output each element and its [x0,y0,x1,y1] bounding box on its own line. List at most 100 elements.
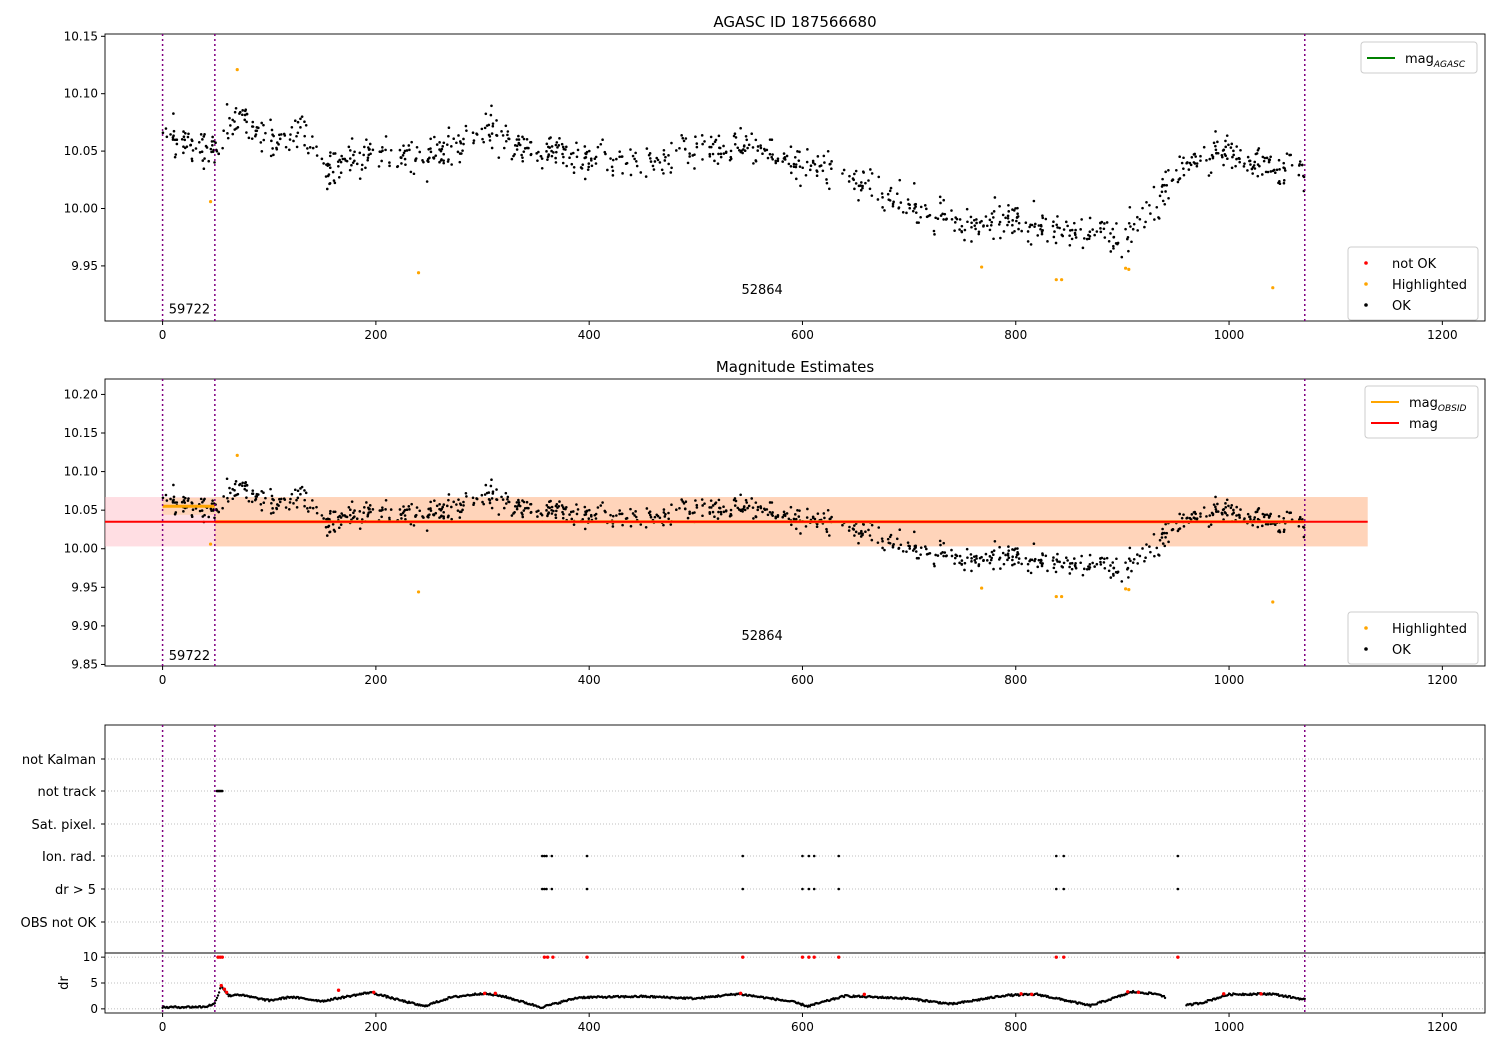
panel1-ok-point [490,104,493,108]
panel2-ok-point [241,484,244,488]
panel4-red-point [220,955,225,959]
panel1-ok-point [562,147,566,151]
panel2-ok-point [877,526,881,529]
panel2-xtick-label: 0 [159,673,167,687]
panel1-ok-point [450,145,453,148]
panel1-ok-point [663,159,667,162]
panel2-ok-point [173,501,177,504]
panel2-ok-point [550,505,554,509]
panel1-ok-point [405,149,409,152]
panel2-ok-point [325,534,329,537]
panel2-ok-point [441,505,445,509]
panel2-ok-point [1054,570,1058,574]
panel2-ok-point [682,502,686,505]
panel1-ok-point [201,159,205,162]
panel2-ok-point [1102,561,1106,564]
panel2-ok-point [1126,567,1129,571]
panel2-ok-point [570,517,574,521]
panel1-ok-point [174,153,178,156]
panel2-ok-point [275,506,278,510]
panel2-ok-point [1064,556,1068,560]
panel1-ok-point [191,149,195,152]
panel1-ok-point [283,134,287,137]
panel1-ok-point [1115,222,1118,225]
panel1-ok-point [583,156,587,160]
panel1-ok-point [295,134,298,138]
panel2-ok-point [870,538,874,542]
panel2-ok-point [742,505,746,509]
panel2-ok-point [299,492,302,496]
panel2-ok-point [457,498,460,501]
panel1-ok-point [988,218,992,222]
panel1-ok-point [484,112,488,116]
panel1-points-legend-marker [1364,261,1368,265]
panel2-ok-point [1052,556,1055,559]
panel1-ok-point [276,141,279,144]
panel1-annotation: 59722 [169,302,210,317]
panel1-ok-point [1095,230,1099,233]
panel2-ok-point [438,502,441,506]
panel2-ok-point [1087,565,1090,568]
panel1-ok-point [1235,157,1238,161]
panel2-ok-point [1112,572,1115,576]
panel2-ok-point [691,511,695,515]
panel1-ok-point [942,218,945,221]
panel1-ok-point [565,145,568,149]
panel2-ok-point [408,508,411,511]
panel1-ok-point [601,138,604,142]
panel2-ok-point [1267,514,1271,518]
panel1-ok-point [1202,145,1206,149]
panel1-ok-point [644,175,648,178]
panel1-ok-point [187,132,190,136]
panel1-ok-point [717,134,721,138]
panel2-ok-point [681,500,685,503]
panel1-plot: 0 200 400 600 800 1000 12009.9510.0010.0510.10… [64,29,1486,342]
panel1-ok-point [435,143,439,146]
panel1-ok-point [1264,170,1268,174]
panel2-ok-point [990,550,994,554]
panel2-ok-point [1216,510,1220,513]
panel1-ok-point [260,121,263,125]
panel2-ok-point [828,534,831,537]
panel1-ok-point [371,148,375,152]
panel2-title: Magnitude Estimates [716,358,874,376]
panel1-ok-point [1214,148,1218,152]
panel2-ok-point [292,502,295,505]
panel4-dr-point [703,997,706,1000]
panel2-ok-point [713,515,716,519]
panel1-ok-point [662,172,665,175]
panel2-ok-point [548,500,551,503]
panel4-xtick-label: 1000 [1214,1020,1245,1034]
panel1-points-legend-marker [1364,282,1368,286]
panel2-ok-point [525,500,529,504]
panel2-ok-point [429,509,433,512]
panel1-ok-point [830,160,833,163]
panel1-ok-point [1036,234,1040,237]
panel2-ok-point [708,506,711,509]
panel2-ok-point [700,498,704,501]
panel2-ok-point [823,516,826,520]
panel2-highlighted-point [1271,600,1275,604]
panel1-ok-point [830,167,833,170]
panel4-dr-point [285,997,288,1000]
panel2-ok-point [883,548,886,552]
panel2-ok-point [427,515,430,519]
panel1-ok-point [182,151,185,155]
panel1-ok-point [825,178,828,181]
panel2-ok-point [389,508,393,511]
panel2-ok-point [409,522,413,526]
panel1-ok-point [733,132,737,136]
panel2-ok-point [806,507,809,511]
panel1-ok-point [481,137,484,141]
panel1-ok-point [540,166,544,170]
panel2-ok-point [898,528,902,531]
panel1-title: AGASC ID 187566680 [713,13,876,31]
panel2-ok-point [450,505,453,509]
panel2-ok-point [776,513,780,517]
panel2-ok-point [280,497,283,501]
panel1-ok-point [1116,241,1120,245]
panel1-ok-point [169,133,172,136]
panel2-ok-point [1115,557,1118,561]
panel4-dr-point [559,1001,562,1005]
panel2-ok-point [207,515,211,519]
